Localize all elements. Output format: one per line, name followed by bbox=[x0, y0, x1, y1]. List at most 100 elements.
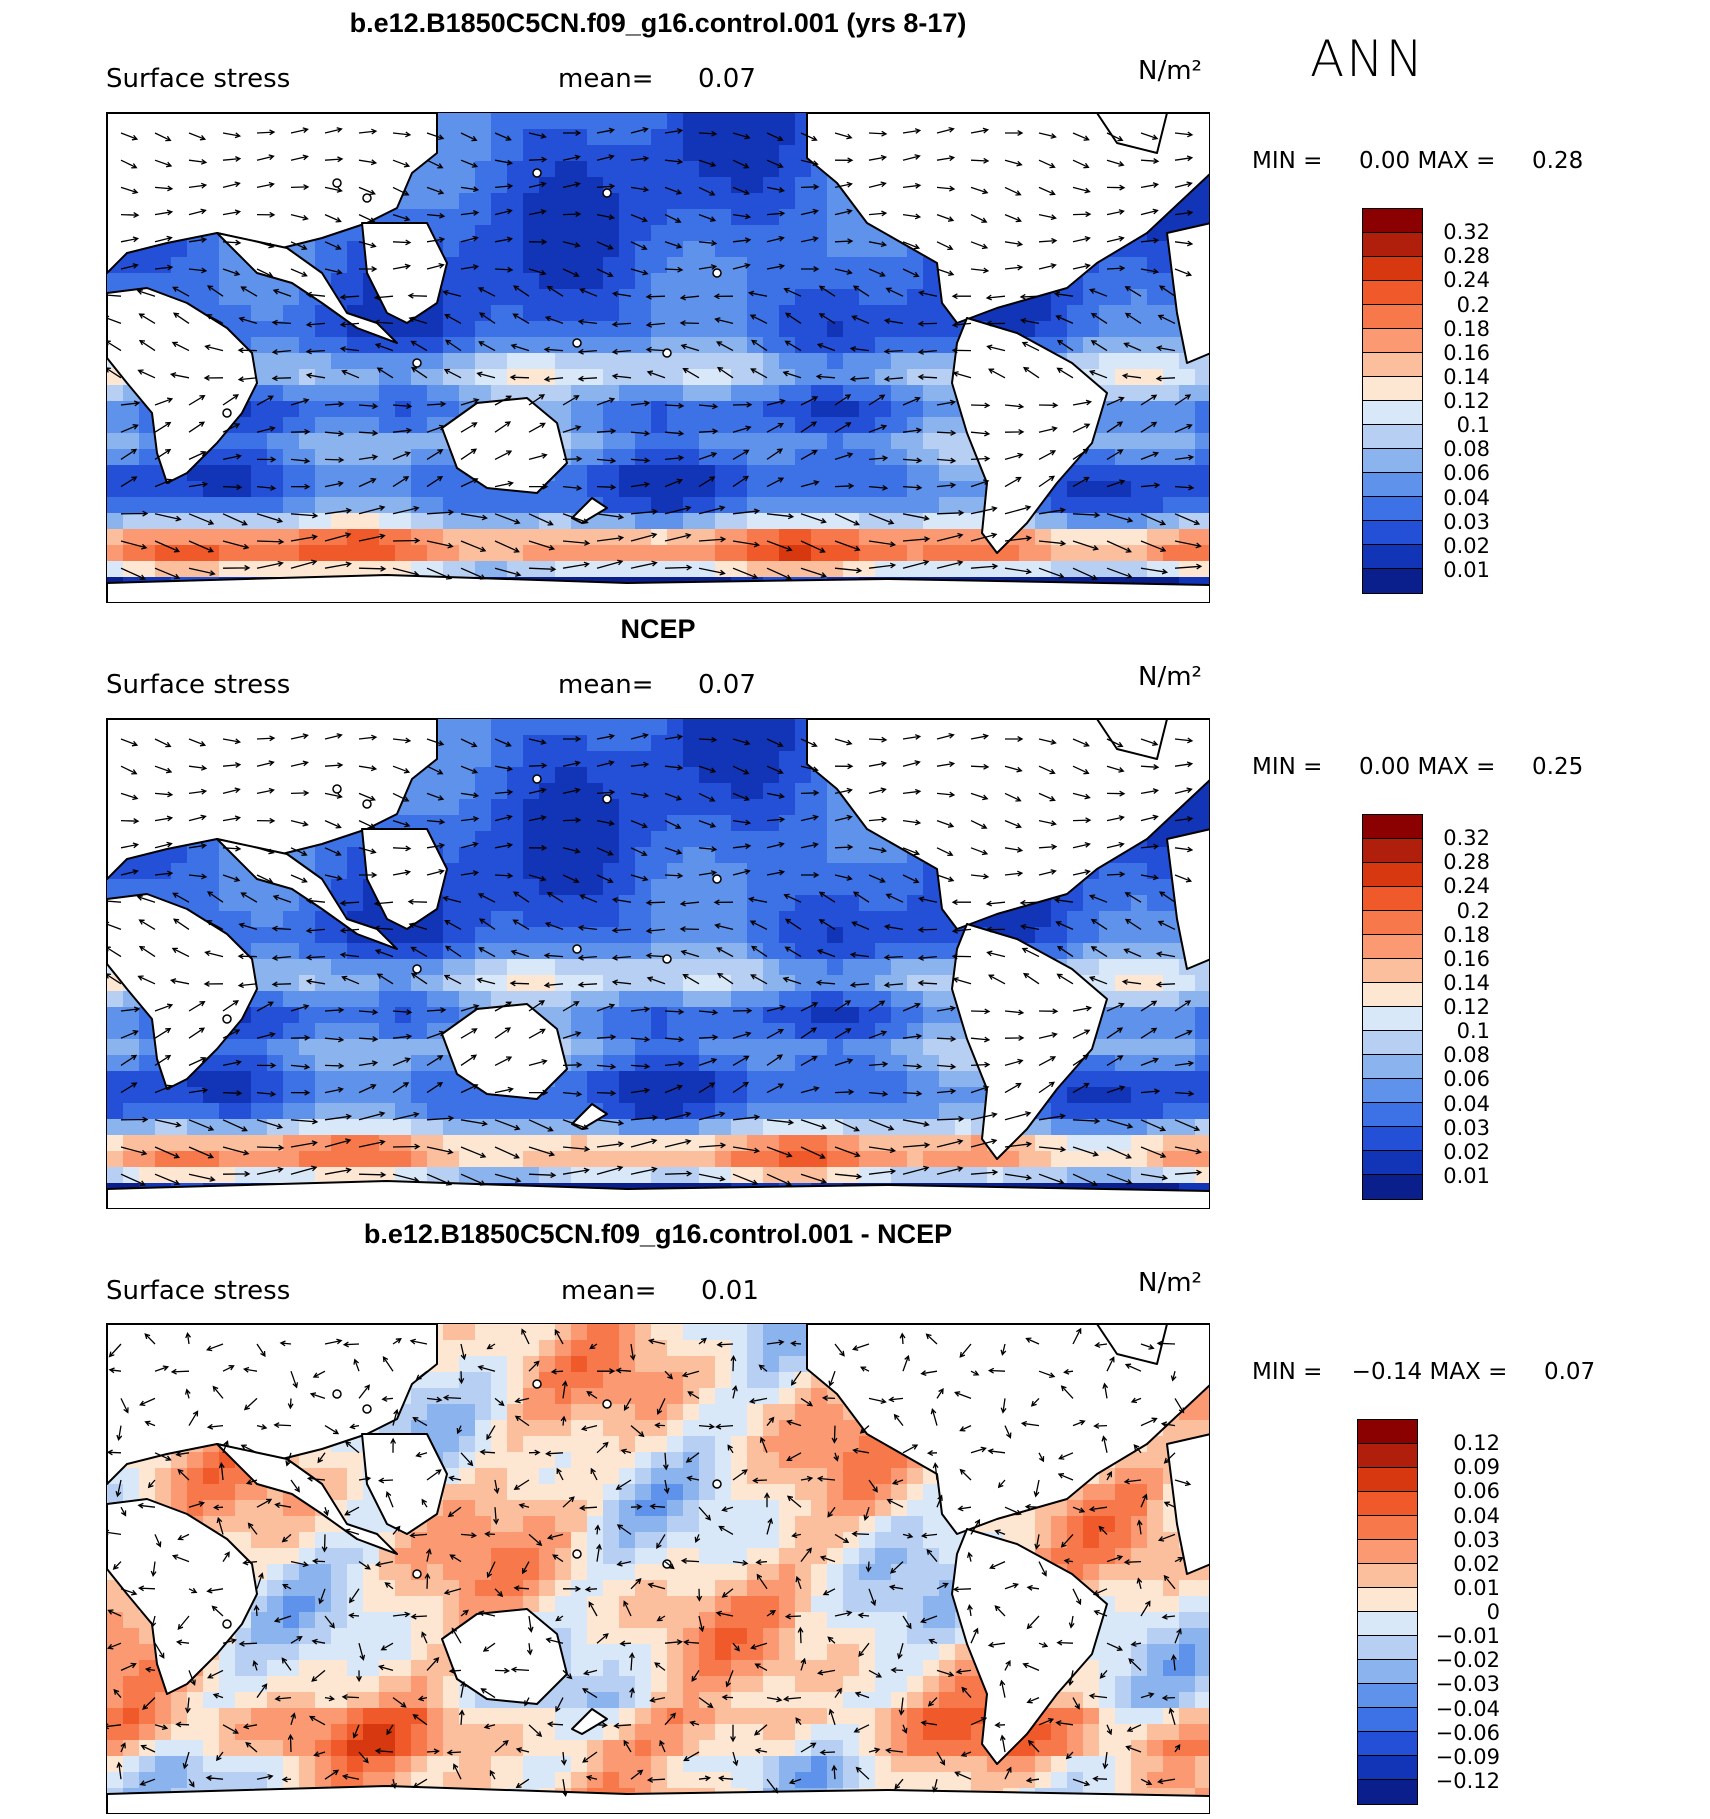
colorbar-swatch bbox=[1363, 1151, 1422, 1175]
colorbar-level-label: −0.01 bbox=[1435, 1624, 1500, 1649]
colorbar-level-label: 0 bbox=[1486, 1600, 1500, 1624]
map-model bbox=[106, 112, 1210, 603]
colorbar-swatch bbox=[1363, 1175, 1422, 1199]
colorbar-swatch bbox=[1358, 1516, 1417, 1540]
colorbar-swatch bbox=[1358, 1780, 1417, 1804]
colorbar-swatch bbox=[1363, 425, 1422, 449]
colorbar bbox=[1357, 1419, 1418, 1805]
colorbar-swatch bbox=[1358, 1636, 1417, 1660]
colorbar-level-label: 0.03 bbox=[1443, 1115, 1490, 1140]
colorbar-level-label: 0.28 bbox=[1443, 850, 1490, 875]
map-ncep bbox=[106, 718, 1210, 1209]
colorbar-swatch bbox=[1363, 401, 1422, 425]
colorbar-swatch bbox=[1363, 935, 1422, 959]
colorbar-level-label: 0.12 bbox=[1453, 1431, 1500, 1456]
panel-title: b.e12.B1850C5CN.f09_g16.control.001 (yrs… bbox=[349, 8, 967, 38]
colorbar-level-label: 0.06 bbox=[1443, 461, 1490, 486]
colorbar-swatch bbox=[1363, 233, 1422, 257]
colorbar-swatch bbox=[1358, 1444, 1417, 1468]
colorbar-level-label: 0.08 bbox=[1443, 1043, 1490, 1068]
colorbar-level-label: −0.12 bbox=[1435, 1768, 1500, 1793]
colorbar-swatch bbox=[1363, 887, 1422, 911]
mean-value: 0.07 bbox=[698, 64, 756, 94]
min-max-readout: MIN = −0.14 MAX = 0.07 bbox=[1252, 1359, 1595, 1385]
colorbar bbox=[1362, 208, 1423, 594]
mean-label: mean= bbox=[558, 64, 654, 94]
colorbar-level-label: 0.1 bbox=[1456, 413, 1490, 438]
colorbar-level-label: 0.1 bbox=[1456, 1019, 1490, 1044]
mean-label: mean= bbox=[561, 1276, 657, 1306]
colorbar-swatch bbox=[1363, 329, 1422, 353]
panel-title: NCEP bbox=[620, 614, 696, 644]
colorbar-swatch bbox=[1358, 1660, 1417, 1684]
colorbar-level-label: −0.02 bbox=[1435, 1648, 1500, 1673]
colorbar-swatch bbox=[1363, 863, 1422, 887]
colorbar-swatch bbox=[1363, 305, 1422, 329]
max-value: 0.28 bbox=[1532, 148, 1584, 174]
colorbar-swatch bbox=[1363, 1007, 1422, 1031]
colorbar-level-label: 0.08 bbox=[1443, 437, 1490, 462]
mean-value: 0.01 bbox=[701, 1276, 759, 1306]
colorbar-level-label: 0.14 bbox=[1443, 970, 1490, 995]
colorbar-swatch bbox=[1358, 1420, 1417, 1444]
units-label: N/m² bbox=[1138, 662, 1202, 692]
colorbar-level-label: 0.16 bbox=[1443, 946, 1490, 971]
colorbar-level-label: 0.04 bbox=[1443, 485, 1490, 510]
colorbar-level-label: 0.06 bbox=[1453, 1479, 1500, 1504]
colorbar-level-label: 0.32 bbox=[1443, 220, 1490, 245]
colorbar-level-label: 0.01 bbox=[1453, 1575, 1500, 1600]
colorbar-swatch bbox=[1358, 1540, 1417, 1564]
colorbar-level-label: 0.01 bbox=[1443, 1163, 1490, 1188]
colorbar-swatch bbox=[1358, 1564, 1417, 1588]
map-canvas bbox=[107, 113, 1209, 602]
panel-title: b.e12.B1850C5CN.f09_g16.control.001 - NC… bbox=[363, 1219, 953, 1249]
colorbar-level-label: 0.02 bbox=[1443, 1139, 1490, 1164]
max-value: 0.25 bbox=[1532, 754, 1584, 780]
colorbar-swatch bbox=[1358, 1492, 1417, 1516]
colorbar-swatch bbox=[1363, 353, 1422, 377]
colorbar-level-label: 0.16 bbox=[1443, 340, 1490, 365]
colorbar-level-label: −0.04 bbox=[1435, 1696, 1500, 1721]
variable-label: Surface stress bbox=[106, 1276, 291, 1306]
colorbar-swatch bbox=[1363, 983, 1422, 1007]
colorbar-level-label: 0.14 bbox=[1443, 364, 1490, 389]
max-label: MAX = bbox=[1417, 754, 1496, 780]
colorbar-level-label: 0.03 bbox=[1453, 1527, 1500, 1552]
colorbar bbox=[1362, 814, 1423, 1200]
colorbar-level-label: 0.24 bbox=[1443, 874, 1490, 899]
colorbar-swatch bbox=[1363, 1127, 1422, 1151]
colorbar-swatch bbox=[1363, 521, 1422, 545]
map-difference bbox=[106, 1323, 1210, 1814]
colorbar-swatch bbox=[1358, 1708, 1417, 1732]
units-label: N/m² bbox=[1138, 56, 1202, 86]
min-max-readout: MIN = 0.00 MAX = 0.28 bbox=[1252, 148, 1583, 174]
colorbar-swatch bbox=[1363, 911, 1422, 935]
colorbar-swatch bbox=[1363, 377, 1422, 401]
colorbar-level-label: 0.28 bbox=[1443, 244, 1490, 269]
colorbar-swatch bbox=[1363, 1079, 1422, 1103]
mean-label: mean= bbox=[558, 670, 654, 700]
colorbar-level-label: 0.24 bbox=[1443, 268, 1490, 293]
colorbar-level-label: −0.06 bbox=[1435, 1720, 1500, 1745]
mean-value: 0.07 bbox=[698, 670, 756, 700]
max-value: 0.07 bbox=[1543, 1359, 1596, 1385]
colorbar-labels: 0.32 0.28 0.24 0.2 0.18 0.16 0.14 0.12 0.1 0.08 0.… bbox=[1426, 208, 1490, 594]
min-value: 0.00 bbox=[1358, 754, 1411, 780]
colorbar-level-label: 0.2 bbox=[1456, 898, 1490, 923]
colorbar-swatch bbox=[1358, 1732, 1417, 1756]
colorbar-level-label: 0.04 bbox=[1453, 1503, 1500, 1528]
variable-label: Surface stress bbox=[106, 670, 291, 700]
colorbar-labels: 0.32 0.28 0.24 0.2 0.18 0.16 0.14 0.12 0.1 0.08 0.… bbox=[1426, 814, 1490, 1200]
colorbar-swatch bbox=[1363, 257, 1422, 281]
colorbar-level-label: 0.12 bbox=[1443, 995, 1490, 1019]
min-label: MIN = bbox=[1252, 148, 1323, 174]
variable-label: Surface stress bbox=[106, 64, 291, 94]
colorbar-swatch bbox=[1358, 1612, 1417, 1636]
colorbar-swatch bbox=[1358, 1468, 1417, 1492]
colorbar-swatch bbox=[1358, 1588, 1417, 1612]
min-label: MIN = bbox=[1252, 1359, 1323, 1385]
units-label: N/m² bbox=[1138, 1268, 1202, 1298]
colorbar-level-label: 0.01 bbox=[1443, 557, 1490, 582]
colorbar-level-label: 0.09 bbox=[1453, 1455, 1500, 1480]
min-value: −0.14 bbox=[1351, 1359, 1423, 1385]
